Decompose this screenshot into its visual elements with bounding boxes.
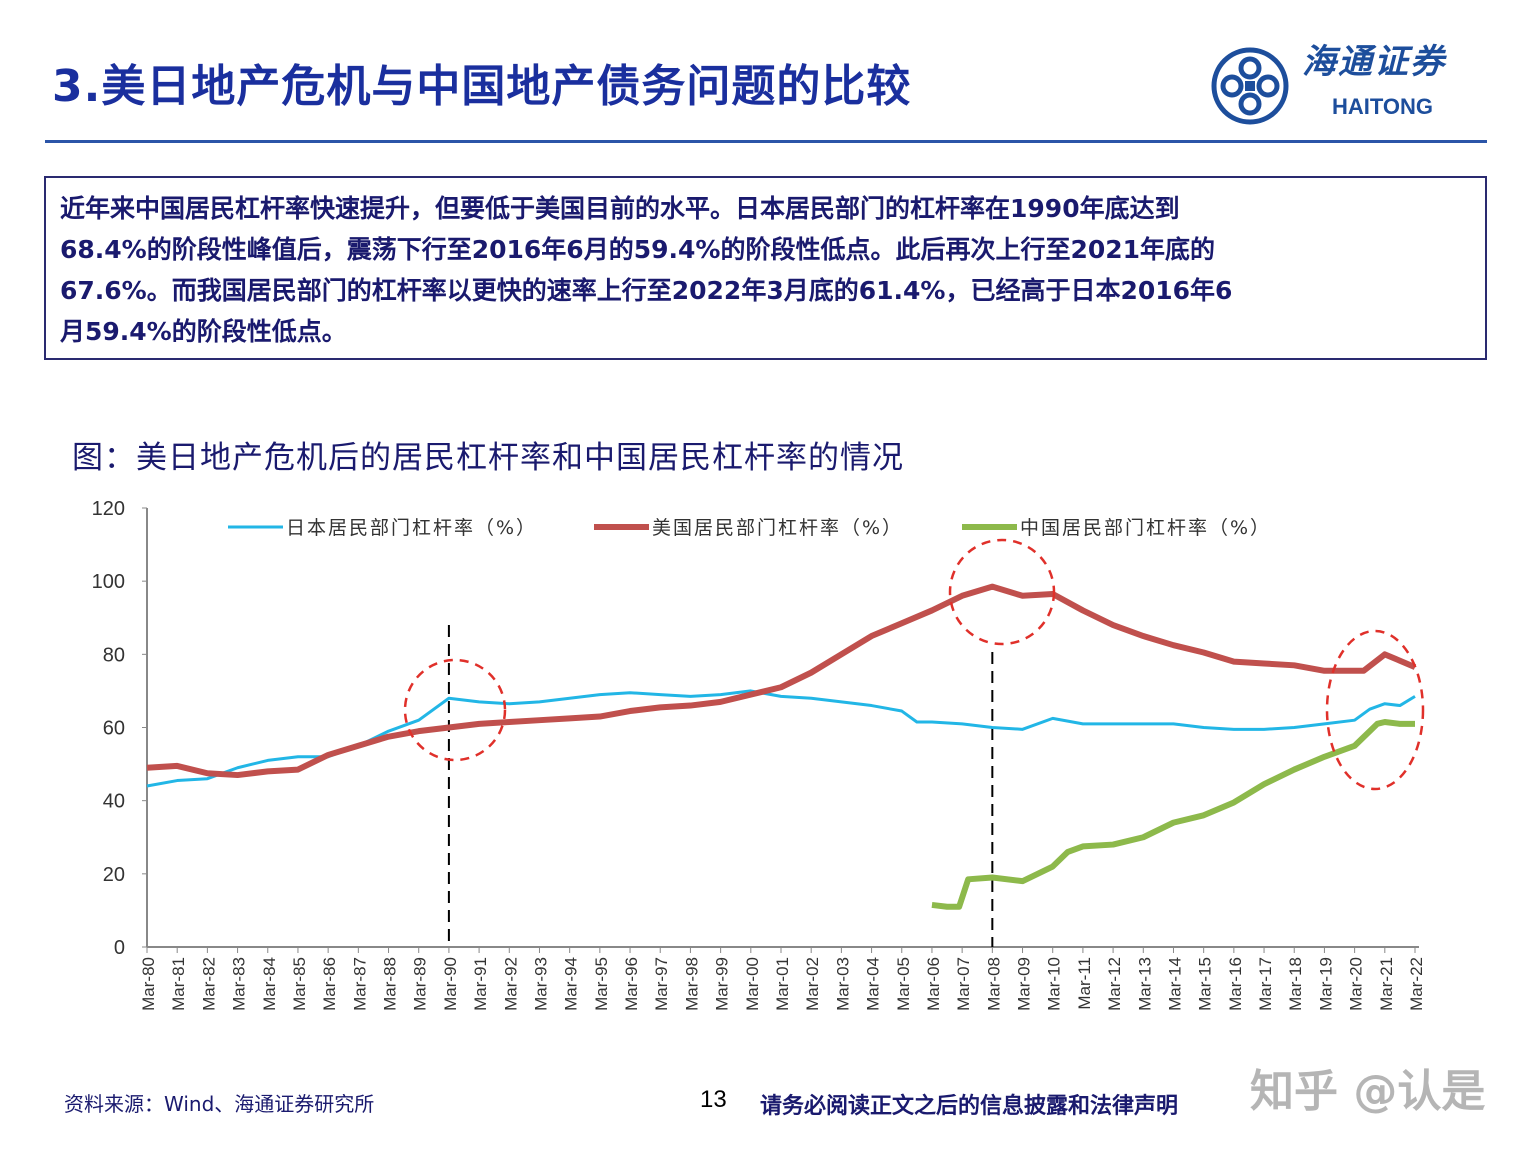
logo-en: HAITONG [1332,94,1434,119]
x-tick-label: Mar-07 [954,957,973,1011]
x-tick-label: Mar-81 [169,957,188,1011]
source-note: 资料来源：Wind、海通证券研究所 [64,1092,375,1116]
x-tick-label: Mar-01 [773,957,792,1011]
summary-line: 月59.4%的阶段性低点。 [60,317,347,346]
x-tick-label: Mar-92 [501,957,520,1011]
x-tick-label: Mar-17 [1256,957,1275,1011]
haitong-emblem-icon [1211,47,1289,125]
x-tick-label: Mar-21 [1377,957,1396,1011]
x-tick-label: Mar-97 [652,957,671,1011]
summary-box: 近年来中国居民杠杆率快速提升，但要低于美国目前的水平。日本居民部门的杠杆率在19… [44,176,1487,360]
highlight-circle-2008 [948,538,1056,646]
x-tick-label: Mar-87 [350,957,369,1011]
summary-line: 67.6%。而我国居民部门的杠杆率以更快的速率上行至2022年3月底的61.4%… [60,276,1233,305]
x-tick-label: Mar-85 [290,957,309,1011]
x-tick-label: Mar-20 [1347,957,1366,1011]
series-line-3 [931,719,1415,910]
legend-label: 日本居民部门杠杆率（%） [286,517,537,539]
x-tick-label: Mar-04 [864,957,883,1011]
x-tick-label: Mar-94 [562,957,581,1011]
x-tick-label: Mar-19 [1316,957,1335,1011]
x-tick-label: Mar-03 [833,957,852,1011]
y-tick-label: 40 [103,791,125,813]
watermark: 知乎 @认是 [1250,1066,1486,1117]
x-tick-label: Mar-12 [1105,957,1124,1011]
x-tick-label: Mar-22 [1407,957,1426,1011]
x-tick-label: Mar-95 [592,957,611,1011]
header-divider [45,140,1487,143]
x-tick-label: Mar-86 [320,957,339,1011]
y-tick-label: 80 [103,644,125,666]
x-tick-label: Mar-15 [1196,957,1215,1011]
series-line-1 [146,689,1416,788]
y-tick-label: 0 [114,937,125,959]
x-tick-label: Mar-13 [1135,957,1154,1011]
y-tick-label: 100 [92,571,125,593]
x-tick-label: Mar-93 [531,957,550,1011]
legend-label: 中国居民部门杠杆率（%） [1020,517,1271,539]
y-tick-label: 120 [92,498,125,520]
x-tick-label: Mar-09 [1015,957,1034,1011]
x-tick-label: Mar-05 [894,957,913,1011]
x-tick-label: Mar-99 [713,957,732,1011]
logo-cn: 海通证券 [1302,42,1446,82]
summary-line: 近年来中国居民杠杆率快速提升，但要低于美国目前的水平。日本居民部门的杠杆率在19… [60,194,1180,223]
leverage-line-chart: 0 20 40 60 80 100 120 Mar-80 Mar-81 Mar-82 Mar-83 M… [92,498,1426,1011]
x-tick-label: Mar-84 [260,957,279,1011]
y-tick-label: 60 [103,718,125,740]
x-tick-label: Mar-98 [682,957,701,1011]
x-tick-label: Mar-18 [1286,957,1305,1011]
x-tick-label: Mar-08 [984,957,1003,1011]
highlight-ellipse-2021 [1325,629,1425,791]
haitong-logo: 海通证券 HAITONG [1210,40,1490,130]
x-tick-label: Mar-80 [139,957,158,1011]
x-tick-label: Mar-83 [230,957,249,1011]
disclaimer: 请务必阅读正文之后的信息披露和法律声明 [760,1093,1179,1119]
x-tick-label: Mar-90 [441,957,460,1011]
x-tick-label: Mar-02 [803,957,822,1011]
series-line-2 [146,583,1417,779]
x-tick-label: Mar-14 [1165,957,1184,1011]
x-tick-label: Mar-96 [622,957,641,1011]
x-tick-label: Mar-06 [924,957,943,1011]
x-tick-label: Mar-88 [381,957,400,1011]
y-tick-label: 20 [103,864,125,886]
slide-title: 3.美日地产危机与中国地产债务问题的比较 [52,61,912,112]
chart-caption: 图：美日地产危机后的居民杠杆率和中国居民杠杆率的情况 [72,440,904,476]
x-tick-label: Mar-10 [1045,957,1064,1011]
highlight-circle-1990 [403,658,507,762]
page-number: 13 [700,1086,727,1113]
x-tick-label: Mar-91 [471,957,490,1011]
x-tick-label: Mar-00 [743,957,762,1011]
x-tick-label: Mar-16 [1226,957,1245,1011]
legend-label: 美国居民部门杠杆率（%） [652,517,903,539]
x-tick-label: Mar-82 [199,957,218,1011]
x-tick-label: Mar-11 [1075,957,1094,1010]
x-tick-label: Mar-89 [411,957,430,1011]
summary-line: 68.4%的阶段性峰值后，震荡下行至2016年6月的59.4%的阶段性低点。此后… [60,235,1216,264]
